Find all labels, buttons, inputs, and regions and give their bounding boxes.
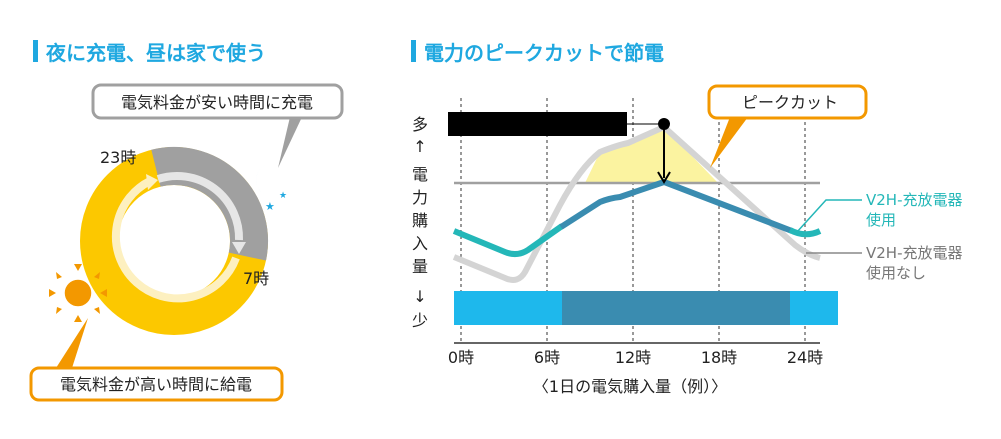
y-label: 入 [412, 234, 428, 253]
title-marker [33, 40, 38, 62]
y-label: 量 [412, 257, 428, 276]
x-tick: 24時 [787, 348, 823, 367]
line-with-v2h [559, 178, 794, 234]
peak-cut-area [585, 127, 718, 183]
sun-icon [49, 264, 107, 322]
night-ring [151, 147, 269, 261]
line-with-v2h-teal [452, 223, 564, 258]
line-without-v2h [452, 123, 821, 283]
callout-day [29, 366, 284, 402]
callout-peak [707, 84, 868, 120]
x-tick: 0時 [448, 348, 474, 367]
black-bar [448, 112, 627, 136]
y-label: 少 [412, 311, 428, 330]
legend-without: V2H-充放電器 [866, 244, 963, 262]
y-label: 購 [412, 211, 428, 230]
x-tick: 12時 [615, 348, 651, 367]
x-tick: 18時 [701, 348, 737, 367]
y-label: ↑ [413, 137, 426, 156]
legend-with: V2H-充放電器 [866, 191, 963, 209]
callout-day-text: 電気料金が高い時間に給電 [60, 375, 252, 394]
x-tick: 6時 [534, 348, 560, 367]
callout-night-text: 電気料金が安い時間に充電 [121, 93, 313, 112]
legend-without: 使用なし [866, 264, 926, 282]
star-icon: ★ [265, 200, 275, 213]
star-icon: ★ [279, 191, 287, 201]
right-title: 電力のピークカットで節電 [424, 41, 664, 65]
x-caption: 〈1日の電気購入量（例）〉 [533, 377, 727, 396]
y-label: 電 [412, 165, 428, 184]
y-label: 力 [412, 188, 428, 207]
label-23h: 23時 [100, 148, 136, 167]
day-arrow [111, 177, 240, 303]
night-arrow [156, 172, 244, 241]
callout-night [91, 83, 344, 120]
y-label: ↓ [413, 287, 426, 306]
y-label: 多 [412, 115, 428, 134]
left-title: 夜に充電、昼は家で使う [45, 41, 266, 65]
label-7h: 7時 [243, 269, 269, 288]
callout-peak-text: ピークカット [742, 93, 838, 112]
legend-with: 使用 [866, 211, 896, 229]
moon-icon [256, 165, 279, 197]
